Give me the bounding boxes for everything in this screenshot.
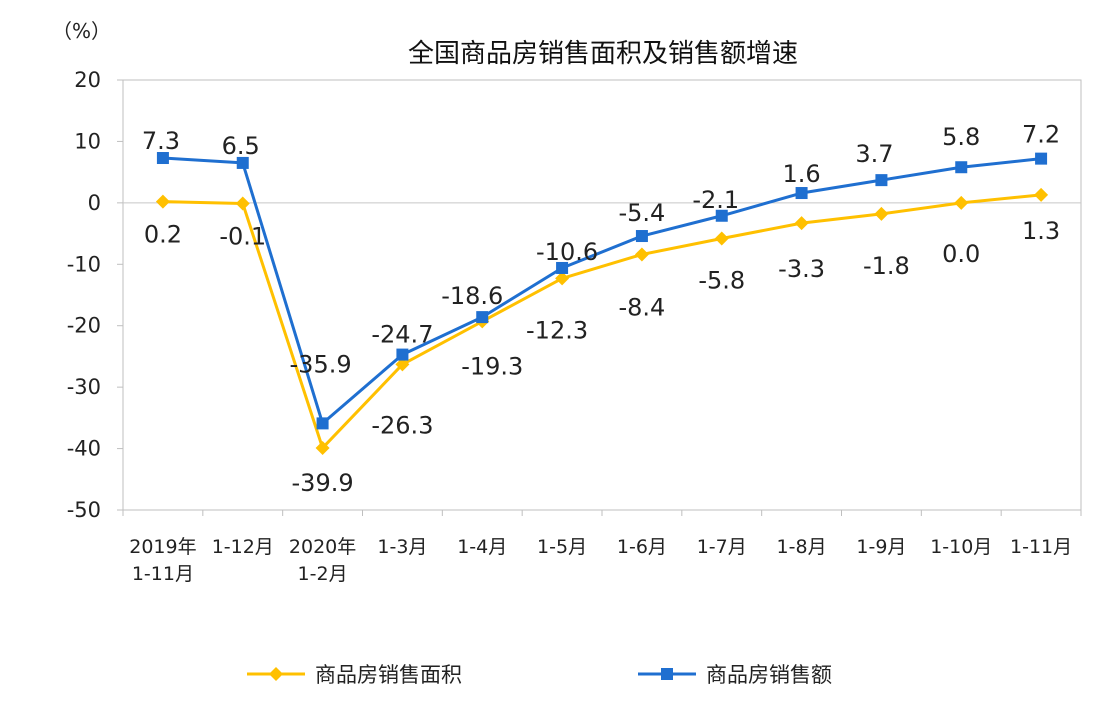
y-tick-label: -20 <box>67 314 101 338</box>
legend-label: 商品房销售额 <box>706 663 832 687</box>
data-point <box>874 206 889 221</box>
data-point <box>634 247 649 262</box>
data-label: -5.4 <box>619 199 666 227</box>
y-tick-label: -40 <box>67 437 101 461</box>
x-tick-label: 1-7月 <box>697 536 747 558</box>
data-label: -3.3 <box>778 255 825 283</box>
data-point <box>795 187 808 200</box>
data-label: 0.0 <box>942 240 980 268</box>
x-tick-label: 1-9月 <box>856 536 906 558</box>
x-tick-label: 1-11月 <box>1010 536 1072 558</box>
data-label: -1.8 <box>863 252 910 280</box>
data-label: 1.3 <box>1022 217 1060 245</box>
x-tick-label: 1-11月 <box>132 563 194 585</box>
x-axis-categories: 2019年 1-11月 1-12月 2020年 1-2月 1-3月 1-4月 1-5月 1-6月… <box>122 510 1082 585</box>
y-tick-label: 0 <box>88 191 101 215</box>
data-point <box>1034 187 1049 202</box>
x-tick-label: 2019年 <box>129 536 196 558</box>
data-label: -10.6 <box>536 238 598 266</box>
legend-label: 商品房销售面积 <box>315 663 462 687</box>
legend-marker <box>269 667 283 681</box>
plot-area-frame <box>122 79 1082 511</box>
data-point <box>955 161 968 174</box>
data-label: 1.6 <box>782 160 820 188</box>
data-point <box>316 417 329 430</box>
y-axis-ticks: 20 10 0 -10 -20 -30 -40 -50 <box>67 68 123 522</box>
data-point <box>396 348 409 361</box>
data-label: 7.3 <box>142 127 180 155</box>
data-point <box>954 195 969 210</box>
series-layer <box>155 152 1049 455</box>
series-line-area <box>162 193 1042 450</box>
y-tick-label: 10 <box>74 129 101 153</box>
data-label: -26.3 <box>371 411 433 439</box>
x-tick-label: 1-10月 <box>930 536 992 558</box>
x-tick-label: 1-5月 <box>537 536 587 558</box>
y-tick-label: -10 <box>67 252 101 276</box>
y-tick-label: -50 <box>67 498 101 522</box>
legend: 商品房销售面积 商品房销售额 <box>247 663 832 687</box>
data-point <box>236 156 249 169</box>
data-label: 7.2 <box>1022 121 1060 149</box>
data-label: 3.7 <box>855 140 893 168</box>
data-label: 0.2 <box>144 221 182 249</box>
data-point <box>635 230 648 243</box>
data-point <box>715 209 728 222</box>
x-tick-label: 1-8月 <box>777 536 827 558</box>
data-labels-layer: 0.2 -0.1 -39.9 -26.3 -19.3-12.3 -8.4 -5.8 -3.3 -… <box>142 121 1060 497</box>
y-axis-unit-label: （%） <box>52 19 111 43</box>
x-tick-label: 1-4月 <box>457 536 507 558</box>
data-label: -39.9 <box>292 469 354 497</box>
data-point <box>794 216 809 231</box>
data-label: -0.1 <box>219 222 266 250</box>
data-label: -18.6 <box>441 282 503 310</box>
data-point <box>1035 152 1048 165</box>
x-tick-label: 1-12月 <box>212 536 274 558</box>
data-label: -19.3 <box>461 352 523 380</box>
data-label: -12.3 <box>526 316 588 344</box>
data-point <box>714 231 729 246</box>
data-label: -5.8 <box>698 266 745 294</box>
data-point <box>556 261 569 274</box>
x-tick-label: 1-3月 <box>377 536 427 558</box>
data-point <box>476 311 489 324</box>
data-point <box>156 152 169 165</box>
x-tick-label: 2020年 <box>289 536 356 558</box>
x-tick-label: 1-6月 <box>617 536 667 558</box>
chart-title: 全国商品房销售面积及销售额增速 <box>408 39 798 69</box>
series-line-amount <box>162 156 1042 425</box>
data-point <box>555 271 570 286</box>
data-point <box>155 194 170 209</box>
data-label: -35.9 <box>290 350 352 378</box>
y-tick-label: 20 <box>74 68 101 92</box>
data-label: -24.7 <box>371 321 433 349</box>
data-label: -8.4 <box>619 293 666 321</box>
data-label: 5.8 <box>942 123 980 151</box>
y-tick-label: -30 <box>67 375 101 399</box>
data-point <box>235 196 250 211</box>
data-point <box>875 174 888 187</box>
data-label: -2.1 <box>692 186 739 214</box>
x-tick-label: 1-2月 <box>298 563 348 585</box>
data-point <box>315 440 330 455</box>
legend-marker <box>661 668 673 680</box>
data-point <box>395 357 410 372</box>
data-label: 6.5 <box>222 132 260 160</box>
